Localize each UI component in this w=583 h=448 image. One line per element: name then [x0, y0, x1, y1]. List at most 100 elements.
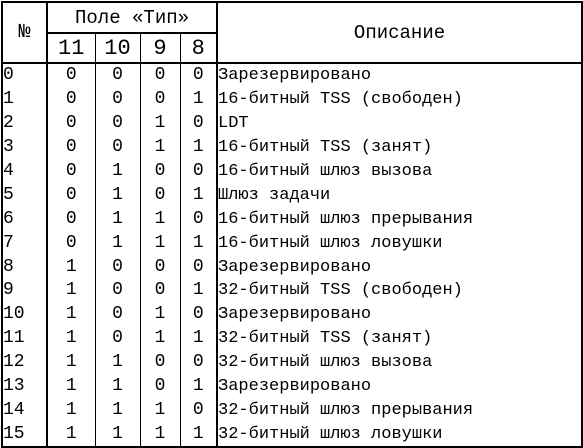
- bit-10-value: 1: [94, 350, 140, 375]
- row-number: 8: [1, 255, 48, 280]
- bit-11-value: 0: [65, 137, 77, 158]
- table-row: 0 0 0 0 0 Зарезервировано: [1, 63, 583, 88]
- header-row-top: № Поле «Тип» Описание: [1, 1, 583, 64]
- bit-9-value: 1: [139, 231, 180, 256]
- bit-11-value: 0: [65, 89, 77, 110]
- row-number: 4: [1, 159, 48, 184]
- bit-8-value: 1: [179, 135, 218, 160]
- bit-11-value: 0: [65, 208, 77, 229]
- row-number: 14: [1, 398, 48, 423]
- bit-11-value: 0: [65, 65, 77, 86]
- bit-8-value: 0: [179, 63, 218, 88]
- table-row: 2 0 0 1 0 LDT: [1, 111, 583, 136]
- bit-11-value: 1: [65, 256, 77, 277]
- bit-8-value: 1: [179, 326, 218, 351]
- bit-8-value: 0: [179, 111, 218, 136]
- row-number: 12: [1, 350, 48, 375]
- row-description: 16-битный шлюз ловушки: [216, 231, 583, 256]
- row-number: 9: [1, 279, 48, 303]
- row-description: Зарезервировано: [216, 374, 583, 399]
- bit-9-value: 1: [139, 111, 180, 136]
- bit-11-value: 1: [65, 280, 77, 301]
- table-row: 5 0 1 0 1 Шлюз задачи: [1, 183, 583, 208]
- bit-11-value: 0: [65, 113, 77, 134]
- bit-9-value: 0: [139, 183, 180, 208]
- bit-8-value: 0: [179, 350, 218, 375]
- bit-10-value: 0: [94, 87, 140, 112]
- bit-9-value: 0: [139, 374, 180, 399]
- table-row: 9 1 0 0 1 32-битный TSS (свободен): [1, 279, 583, 303]
- bit-10-value: 0: [94, 135, 140, 160]
- bit-8-value: 1: [179, 279, 218, 303]
- header-bit-11: 11: [46, 32, 96, 64]
- bit-11-value: 0: [65, 161, 77, 181]
- bit-8-value: 0: [179, 159, 218, 184]
- bit-9-value: 1: [139, 302, 180, 327]
- bit-10-value: 0: [94, 279, 140, 303]
- bit-8-value: 1: [179, 183, 218, 208]
- bit-8-value: 0: [179, 398, 218, 423]
- row-description: LDT: [216, 111, 583, 136]
- header-bit-8: 8: [179, 32, 219, 64]
- bit-11-value: 1: [65, 352, 77, 373]
- bit-9-value: 1: [139, 135, 180, 160]
- bit-8-value: 0: [179, 255, 218, 280]
- table-row: 7 0 1 1 1 16-битный шлюз ловушки: [1, 231, 583, 256]
- table-row: 8 1 0 0 0 Зарезервировано: [1, 255, 583, 280]
- table-row: 6 0 1 1 0 16-битный шлюз прерывания: [1, 207, 583, 232]
- row-description: Шлюз задачи: [216, 183, 583, 208]
- row-description: 16-битный TSS (занят): [216, 135, 583, 160]
- table-row: 14 1 1 1 0 32-битный шлюз прерывания: [1, 398, 583, 423]
- row-description: 32-битный шлюз прерывания: [216, 398, 583, 423]
- row-number: 7: [1, 231, 48, 256]
- header-row-bits: 11 10 9 8: [2, 32, 582, 64]
- table-row: 15 1 1 1 1 32-битный шлюз ловушки: [1, 422, 583, 448]
- bit-10-value: 1: [94, 183, 140, 208]
- row-number: 6: [1, 207, 48, 232]
- row-number: 0: [1, 63, 48, 88]
- bit-11-value: 1: [65, 328, 77, 349]
- header-bit-9: 9: [139, 32, 181, 64]
- bit-8-value: 0: [179, 302, 218, 327]
- bit-10-value: 1: [94, 231, 140, 256]
- bit-9-value: 0: [139, 159, 180, 184]
- row-number: 10: [1, 302, 48, 327]
- bit-9-value: 1: [139, 207, 180, 232]
- bit-10-value: 1: [94, 159, 140, 184]
- table-row: 13 1 1 0 1 Зарезервировано: [1, 374, 583, 399]
- bit-10-value: 0: [94, 326, 140, 351]
- bit-11-value: 0: [65, 232, 77, 253]
- bit-10-value: 1: [94, 207, 140, 232]
- row-number: 1: [1, 87, 48, 112]
- row-number: 5: [1, 183, 48, 208]
- bit-9-value: 0: [139, 350, 180, 375]
- row-number: 3: [1, 135, 48, 160]
- bit-10-value: 0: [94, 63, 140, 88]
- bit-9-value: 1: [139, 326, 180, 351]
- header-number: №: [1, 1, 48, 64]
- row-description: 32-битный шлюз вызова: [216, 350, 583, 375]
- header-bit-10: 10: [94, 32, 141, 64]
- bit-10-value: 0: [94, 302, 140, 327]
- bit-8-value: 1: [179, 87, 218, 112]
- row-description: 32-битный TSS (занят): [216, 326, 583, 351]
- row-number: 2: [1, 111, 48, 136]
- table-row: 10 1 0 1 0 Зарезервировано: [1, 302, 583, 327]
- bit-9-value: 1: [139, 398, 180, 423]
- row-description: 16-битный шлюз вызова: [216, 159, 583, 184]
- bit-8-value: 1: [179, 374, 218, 399]
- table-row: 3 0 0 1 1 16-битный TSS (занят): [1, 135, 583, 160]
- table-row: 11 1 0 1 1 32-битный TSS (занят): [1, 326, 583, 351]
- row-description: 16-битный шлюз прерывания: [216, 207, 583, 232]
- bit-9-value: 0: [139, 279, 180, 303]
- header-type-field: Поле «Тип»: [45, 1, 219, 34]
- row-description: 16-битный TSS (свободен): [216, 87, 583, 112]
- bit-10-value: 0: [94, 255, 140, 280]
- bit-8-value: 0: [179, 207, 218, 232]
- bit-11-value: 1: [65, 304, 77, 325]
- bit-11-value: 1: [65, 399, 77, 420]
- bit-8-value: 1: [179, 231, 218, 256]
- bit-9-value: 0: [139, 255, 180, 280]
